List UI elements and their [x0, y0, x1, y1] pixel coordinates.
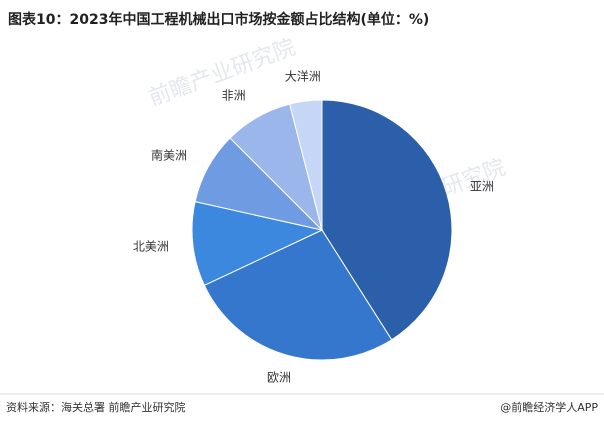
slice-label: 非洲 [222, 89, 246, 103]
pie-slice [289, 99, 323, 231]
slice-label: 亚洲 [470, 180, 494, 194]
pie-slice [191, 201, 324, 287]
source: 资料来源：海关总署 前瞻产业研究院 [6, 400, 186, 414]
pie-slice [321, 99, 453, 341]
slice-label: 大洋洲 [285, 69, 321, 84]
slice-label: 北美洲 [133, 239, 169, 253]
chart-title: 图表10：2023年中国工程机械出口市场按金额占比结构(单位：%) [8, 11, 429, 28]
pie-slice [203, 229, 393, 361]
brand: @前瞻经济学人APP [500, 400, 598, 414]
slice-label: 欧洲 [267, 370, 291, 384]
slice-label: 南美洲 [151, 147, 187, 162]
